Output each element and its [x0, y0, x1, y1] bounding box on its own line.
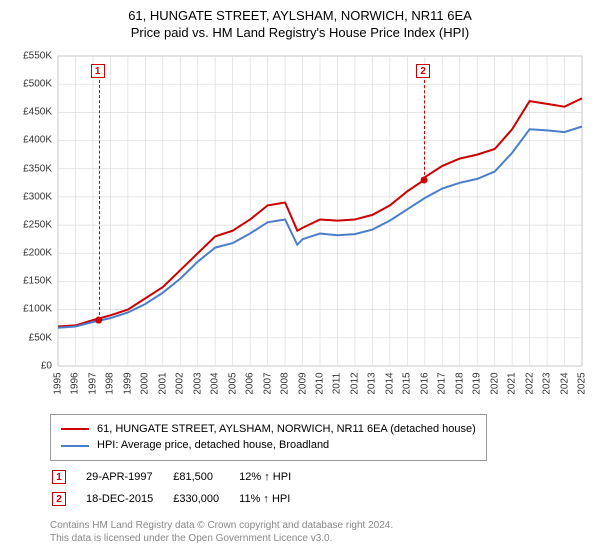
x-tick-label: 1998 — [105, 372, 116, 394]
x-tick-label: 2024 — [559, 372, 570, 394]
sale-delta: 11% ↑ HPI — [239, 489, 309, 509]
x-tick-label: 2005 — [227, 372, 238, 394]
legend-item: HPI: Average price, detached house, Broa… — [61, 437, 476, 454]
footer-line2: This data is licensed under the Open Gov… — [50, 532, 590, 545]
y-tick-label: £400K — [12, 135, 52, 146]
sale-delta: 12% ↑ HPI — [239, 467, 309, 487]
title-line1: 61, HUNGATE STREET, AYLSHAM, NORWICH, NR… — [10, 8, 590, 25]
marker-guide-line — [99, 80, 100, 320]
legend-item: 61, HUNGATE STREET, AYLSHAM, NORWICH, NR… — [61, 421, 476, 438]
marker-box-icon: 2 — [52, 492, 66, 506]
sale-marker-cell: 2 — [52, 489, 84, 509]
x-tick-label: 2016 — [419, 372, 430, 394]
footer-line1: Contains HM Land Registry data © Crown c… — [50, 519, 590, 532]
marker-guide-line — [424, 80, 425, 180]
sale-date: 29-APR-1997 — [86, 467, 171, 487]
figure-container: 61, HUNGATE STREET, AYLSHAM, NORWICH, NR… — [0, 0, 600, 560]
y-tick-label: £0 — [12, 360, 52, 371]
marker-callout: 2 — [416, 64, 430, 78]
sale-marker-cell: 1 — [52, 467, 84, 487]
sales-table: 1 29-APR-1997£81,50012% ↑ HPI 2 18-DEC-2015… — [50, 465, 311, 511]
x-tick-label: 2002 — [175, 372, 186, 394]
marker-box-icon: 1 — [52, 470, 66, 484]
x-tick-label: 2021 — [507, 372, 518, 394]
chart-svg — [10, 46, 590, 406]
sale-price: £330,000 — [173, 489, 237, 509]
x-tick-label: 2015 — [402, 372, 413, 394]
y-tick-label: £200K — [12, 248, 52, 259]
marker-callout: 1 — [91, 64, 105, 78]
x-tick-label: 2018 — [454, 372, 465, 394]
y-tick-label: £150K — [12, 276, 52, 287]
y-tick-label: £500K — [12, 78, 52, 89]
x-tick-label: 2003 — [192, 372, 203, 394]
legend-swatch — [61, 428, 89, 430]
y-tick-label: £550K — [12, 50, 52, 61]
legend-swatch — [61, 445, 89, 447]
x-tick-label: 2019 — [472, 372, 483, 394]
x-tick-label: 2011 — [332, 373, 343, 395]
x-tick-label: 1999 — [122, 372, 133, 394]
x-tick-label: 2023 — [542, 372, 553, 394]
sale-date: 18-DEC-2015 — [86, 489, 171, 509]
price-chart: £0 £50K £100K £150K £200K £250K £300K £350K £400… — [10, 46, 590, 406]
x-tick-label: 2013 — [367, 372, 378, 394]
x-tick-label: 1997 — [87, 372, 98, 394]
attribution-footer: Contains HM Land Registry data © Crown c… — [50, 519, 590, 545]
sales-row: 2 18-DEC-2015£330,00011% ↑ HPI — [52, 489, 309, 509]
x-tick-label: 2000 — [140, 372, 151, 394]
legend-label: HPI: Average price, detached house, Broa… — [97, 437, 329, 454]
y-tick-label: £350K — [12, 163, 52, 174]
x-tick-label: 2010 — [315, 372, 326, 394]
y-tick-label: £300K — [12, 191, 52, 202]
x-tick-label: 2020 — [489, 372, 500, 394]
y-tick-label: £100K — [12, 304, 52, 315]
x-tick-label: 2022 — [524, 372, 535, 394]
x-tick-label: 1995 — [53, 372, 64, 394]
title-line2: Price paid vs. HM Land Registry's House … — [10, 25, 590, 42]
x-tick-label: 2009 — [297, 372, 308, 394]
y-tick-label: £50K — [12, 332, 52, 343]
x-tick-label: 2006 — [245, 372, 256, 394]
x-tick-label: 2001 — [157, 372, 168, 394]
x-tick-label: 2025 — [577, 372, 588, 394]
y-tick-label: £450K — [12, 107, 52, 118]
x-tick-label: 2004 — [210, 372, 221, 394]
legend-label: 61, HUNGATE STREET, AYLSHAM, NORWICH, NR… — [97, 421, 476, 438]
sale-price: £81,500 — [173, 467, 237, 487]
y-tick-label: £250K — [12, 219, 52, 230]
x-tick-label: 2012 — [349, 372, 360, 394]
x-tick-label: 2007 — [262, 372, 273, 394]
sales-row: 1 29-APR-1997£81,50012% ↑ HPI — [52, 467, 309, 487]
legend: 61, HUNGATE STREET, AYLSHAM, NORWICH, NR… — [50, 414, 487, 461]
x-tick-label: 2008 — [280, 372, 291, 394]
chart-title: 61, HUNGATE STREET, AYLSHAM, NORWICH, NR… — [10, 8, 590, 42]
x-tick-label: 2017 — [437, 372, 448, 394]
x-tick-label: 2014 — [384, 372, 395, 394]
x-tick-label: 1996 — [70, 372, 81, 394]
